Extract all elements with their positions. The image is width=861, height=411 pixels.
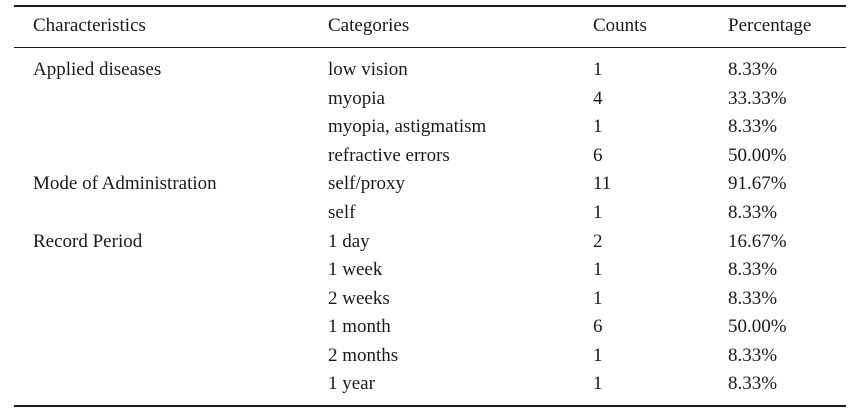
header-characteristics: Characteristics [33,15,146,36]
group-label-record-period: Record Period [33,231,143,252]
row-category: myopia [328,88,385,109]
row-count: 1 [593,345,603,366]
row-count: 1 [593,259,603,280]
table-top-rule [14,5,846,7]
row-count: 6 [593,316,603,337]
row-percentage: 8.33% [728,259,778,280]
row-category: 2 months [328,345,399,366]
row-category: self [328,202,356,223]
row-count: 1 [593,202,603,223]
row-count: 11 [593,173,612,194]
row-percentage: 8.33% [728,116,778,137]
row-category: 1 month [328,316,391,337]
header-counts: Counts [593,15,647,36]
row-category: low vision [328,59,408,80]
row-category: 2 weeks [328,288,390,309]
row-percentage: 50.00% [728,316,787,337]
row-count: 1 [593,373,603,394]
row-count: 2 [593,231,603,252]
row-category: 1 week [328,259,383,280]
row-count: 1 [593,59,603,80]
row-count: 1 [593,288,603,309]
row-percentage: 50.00% [728,145,787,166]
row-count: 6 [593,145,603,166]
row-count: 4 [593,88,603,109]
row-percentage: 8.33% [728,202,778,223]
row-percentage: 8.33% [728,59,778,80]
group-label-applied-diseases: Applied diseases [33,59,162,80]
row-percentage: 16.67% [728,231,787,252]
row-category: refractive errors [328,145,450,166]
group-label-mode-of-administration: Mode of Administration [33,173,217,194]
row-category: 1 day [328,231,370,252]
row-category: self/proxy [328,173,406,194]
table-header-rule [14,47,846,48]
row-count: 1 [593,116,603,137]
row-percentage: 8.33% [728,288,778,309]
header-categories: Categories [328,15,410,36]
row-category: 1 year [328,373,375,394]
row-percentage: 8.33% [728,373,778,394]
row-category: myopia, astigmatism [328,116,487,137]
row-percentage: 33.33% [728,88,787,109]
table-bottom-rule [14,405,846,407]
row-percentage: 91.67% [728,173,787,194]
header-percentage: Percentage [728,15,812,36]
row-percentage: 8.33% [728,345,778,366]
